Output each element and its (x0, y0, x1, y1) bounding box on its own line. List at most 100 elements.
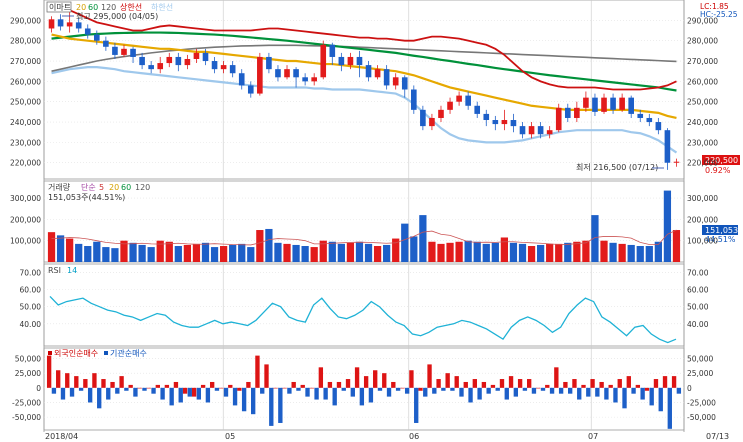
foreign-bar-53 (526, 379, 532, 388)
inst-bar-63 (622, 387, 627, 409)
volume-bar-57 (564, 242, 572, 262)
volume-ma5-line (51, 229, 677, 246)
low-annotation: 최저 216,500 (07/12) (576, 162, 658, 172)
foreign-bar-60 (590, 379, 595, 388)
volume-bar-9 (129, 242, 137, 262)
volume-ytick-left-2: 300,000 (10, 194, 41, 203)
inst-bar-51 (513, 387, 519, 397)
volume-bar-0 (47, 232, 56, 262)
foreign-bar-39 (400, 387, 405, 389)
volume-bar-69 (672, 230, 681, 262)
foreign-legend-label: 외국인순매수 (54, 348, 98, 358)
foreign-bar-13 (164, 384, 170, 388)
volume-bar-59 (582, 240, 590, 262)
inst-bar-47 (477, 387, 482, 400)
inst-bar-14 (178, 387, 183, 403)
price-ytick-left-1: 230,000 (10, 138, 41, 147)
candle-body-15 (184, 58, 191, 66)
candle-body-10 (139, 56, 145, 66)
candle-body-22 (247, 85, 254, 94)
candle-body-43 (438, 109, 444, 118)
foreign-bar-14 (173, 381, 179, 388)
foreign-bar-29 (309, 387, 314, 389)
rsi-ytick-right-1: 50.00 (687, 303, 709, 312)
foreign-bar-48 (481, 381, 487, 388)
price-ytick-left-0: 220,000 (10, 159, 41, 168)
candle-body-1 (57, 19, 64, 27)
candle-body-5 (94, 34, 100, 41)
foreign-bar-66 (644, 387, 650, 391)
legend-upper-band: 상한선 (120, 2, 142, 12)
foreign-bar-37 (382, 373, 387, 388)
price-ytick-right-5: 270,000 (687, 57, 718, 66)
inst-bar-64 (631, 387, 636, 394)
foreign-bar-65 (635, 384, 641, 388)
candle-body-40 (411, 89, 417, 110)
candle-body-29 (311, 77, 317, 82)
candle-body-7 (112, 46, 118, 55)
inst-bar-23 (260, 387, 265, 394)
volume-bar-42 (428, 241, 436, 262)
volume-bar-43 (437, 243, 445, 262)
inst-bar-59 (586, 387, 591, 397)
volume-bar-12 (156, 240, 164, 262)
volume-bar-10 (138, 244, 146, 262)
volume-bar-62 (609, 242, 617, 262)
inst-bar-27 (296, 387, 301, 391)
chart-marks (46, 3, 682, 429)
inst-bar-41 (423, 387, 428, 397)
candle-body-19 (220, 65, 227, 70)
lower-band-line (51, 66, 678, 154)
candle-body-69 (673, 161, 680, 163)
inst-bar-35 (368, 387, 374, 403)
foreign-bar-40 (409, 370, 414, 388)
foreign-bar-9 (128, 384, 133, 388)
foreign-bar-56 (554, 367, 559, 388)
volume-ytick-left-0: 100,000 (10, 237, 41, 246)
candle-body-49 (492, 120, 499, 125)
candle-body-32 (338, 56, 345, 66)
net-buying-ytick-left-4: 50,000 (15, 355, 41, 364)
x-tick-label-2018-04: 2018/04 (45, 432, 78, 441)
volume-bar-24 (265, 228, 273, 262)
volume-bar-37 (383, 244, 391, 262)
volume-bar-32 (337, 243, 345, 262)
price-ytick-left-2: 240,000 (10, 118, 41, 127)
foreign-bar-8 (119, 376, 124, 388)
candle-body-0 (48, 19, 55, 29)
foreign-bar-32 (336, 381, 342, 388)
volume-bar-45 (455, 241, 463, 262)
price-ytick-right-4: 260,000 (687, 77, 718, 86)
candle-body-61 (601, 97, 607, 112)
inst-bar-32 (341, 387, 346, 391)
volume-bar-22 (247, 247, 255, 262)
volume-ytick-right-0: 100,000 (687, 237, 718, 246)
inst-bar-66 (649, 387, 654, 406)
price-ytick-left-7: 290,000 (10, 16, 41, 25)
inst-bar-2 (69, 387, 75, 397)
inst-bar-26 (287, 387, 292, 394)
candle-body-51 (510, 120, 517, 127)
volume-bar-20 (229, 244, 237, 262)
foreign-bar-46 (463, 381, 468, 388)
inst-bar-58 (577, 387, 582, 400)
foreign-bar-22 (246, 381, 251, 388)
foreign-bar-69 (671, 376, 677, 388)
volume-bar-23 (256, 230, 264, 262)
candle-body-35 (365, 65, 372, 78)
candle-body-6 (103, 40, 109, 47)
candle-body-52 (519, 126, 526, 135)
candle-body-34 (356, 56, 363, 66)
inst-bar-30 (323, 387, 328, 400)
inst-bar-17 (205, 387, 211, 403)
rsi-ytick-right-0: 40.00 (687, 320, 709, 329)
price-legend: 이마트 20 60 120 상한선 하한선 (46, 1, 173, 13)
foreign-bar-57 (563, 381, 568, 388)
inst-bar-37 (386, 387, 392, 397)
candle-body-59 (583, 97, 589, 108)
volume-bar-44 (446, 242, 454, 262)
candle-body-30 (320, 44, 327, 78)
volume-bar-66 (645, 246, 653, 262)
volume-bar-64 (627, 244, 635, 262)
